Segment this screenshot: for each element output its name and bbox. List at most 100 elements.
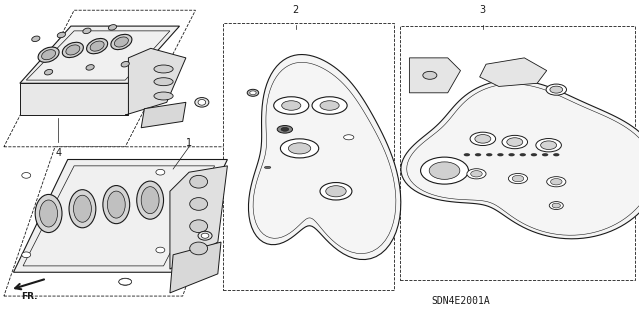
Ellipse shape [552, 203, 561, 208]
Bar [223, 23, 394, 290]
Ellipse shape [40, 200, 58, 227]
Polygon shape [20, 26, 179, 83]
Circle shape [344, 135, 354, 140]
Ellipse shape [512, 175, 524, 182]
Circle shape [277, 125, 292, 133]
Ellipse shape [507, 138, 523, 146]
Ellipse shape [119, 278, 132, 285]
Ellipse shape [247, 89, 259, 96]
Ellipse shape [74, 195, 92, 222]
Circle shape [475, 153, 481, 156]
Ellipse shape [250, 91, 256, 95]
Text: FR.: FR. [21, 292, 38, 301]
Circle shape [497, 153, 504, 156]
Ellipse shape [32, 36, 40, 41]
Ellipse shape [156, 169, 165, 175]
Ellipse shape [429, 162, 460, 179]
Ellipse shape [42, 50, 56, 60]
Ellipse shape [154, 65, 173, 73]
Circle shape [464, 153, 470, 156]
Ellipse shape [549, 202, 563, 210]
Circle shape [553, 153, 559, 156]
Ellipse shape [189, 242, 207, 255]
Ellipse shape [69, 190, 96, 228]
Ellipse shape [115, 37, 129, 47]
Ellipse shape [470, 132, 495, 145]
Ellipse shape [62, 42, 83, 57]
Polygon shape [401, 80, 640, 239]
Ellipse shape [121, 62, 129, 67]
Ellipse shape [154, 92, 173, 100]
Ellipse shape [45, 70, 52, 75]
Circle shape [281, 127, 289, 131]
Ellipse shape [550, 86, 563, 93]
Ellipse shape [111, 34, 132, 50]
Ellipse shape [475, 135, 491, 143]
Ellipse shape [57, 32, 65, 38]
Text: SDN4E2001A: SDN4E2001A [431, 296, 490, 306]
Bar [400, 26, 635, 280]
Polygon shape [479, 58, 547, 86]
Ellipse shape [470, 171, 482, 177]
Ellipse shape [320, 101, 339, 110]
Ellipse shape [108, 191, 125, 218]
Ellipse shape [274, 97, 309, 114]
Text: 2: 2 [292, 5, 299, 15]
Circle shape [119, 278, 132, 285]
Ellipse shape [198, 231, 212, 240]
Ellipse shape [282, 101, 301, 110]
Ellipse shape [66, 45, 80, 55]
Ellipse shape [264, 166, 271, 168]
Ellipse shape [541, 141, 557, 150]
Polygon shape [4, 147, 234, 296]
Ellipse shape [546, 84, 566, 95]
Ellipse shape [195, 98, 209, 107]
Ellipse shape [86, 65, 94, 70]
Polygon shape [410, 58, 461, 93]
Ellipse shape [289, 143, 311, 154]
Polygon shape [170, 242, 221, 293]
Ellipse shape [22, 173, 31, 178]
Polygon shape [20, 83, 129, 115]
Circle shape [508, 153, 515, 156]
Circle shape [542, 153, 548, 156]
Ellipse shape [467, 169, 486, 179]
Circle shape [531, 153, 537, 156]
Ellipse shape [137, 181, 164, 219]
Ellipse shape [154, 78, 173, 86]
Ellipse shape [86, 39, 108, 54]
Ellipse shape [90, 41, 104, 51]
Circle shape [486, 153, 492, 156]
Text: 3: 3 [480, 5, 486, 15]
Text: 4: 4 [55, 148, 61, 159]
Ellipse shape [35, 195, 62, 233]
Ellipse shape [550, 179, 562, 185]
Ellipse shape [156, 247, 165, 253]
Ellipse shape [189, 197, 207, 210]
Ellipse shape [280, 139, 319, 158]
Ellipse shape [22, 252, 31, 258]
Ellipse shape [423, 71, 437, 79]
Ellipse shape [38, 47, 59, 62]
Polygon shape [125, 48, 186, 115]
Polygon shape [248, 55, 401, 260]
Ellipse shape [320, 182, 352, 200]
Ellipse shape [312, 97, 347, 114]
Ellipse shape [198, 100, 205, 105]
Ellipse shape [536, 138, 561, 152]
Ellipse shape [547, 177, 566, 187]
Ellipse shape [189, 220, 207, 233]
Ellipse shape [508, 174, 527, 184]
Ellipse shape [201, 233, 209, 238]
Ellipse shape [502, 135, 527, 149]
Text: 1: 1 [186, 138, 192, 148]
Circle shape [520, 153, 526, 156]
Ellipse shape [83, 28, 91, 33]
Ellipse shape [420, 157, 468, 184]
Ellipse shape [108, 25, 116, 30]
Polygon shape [4, 10, 195, 147]
Ellipse shape [326, 186, 346, 197]
Polygon shape [13, 160, 227, 272]
Ellipse shape [141, 187, 159, 214]
Polygon shape [170, 166, 227, 269]
